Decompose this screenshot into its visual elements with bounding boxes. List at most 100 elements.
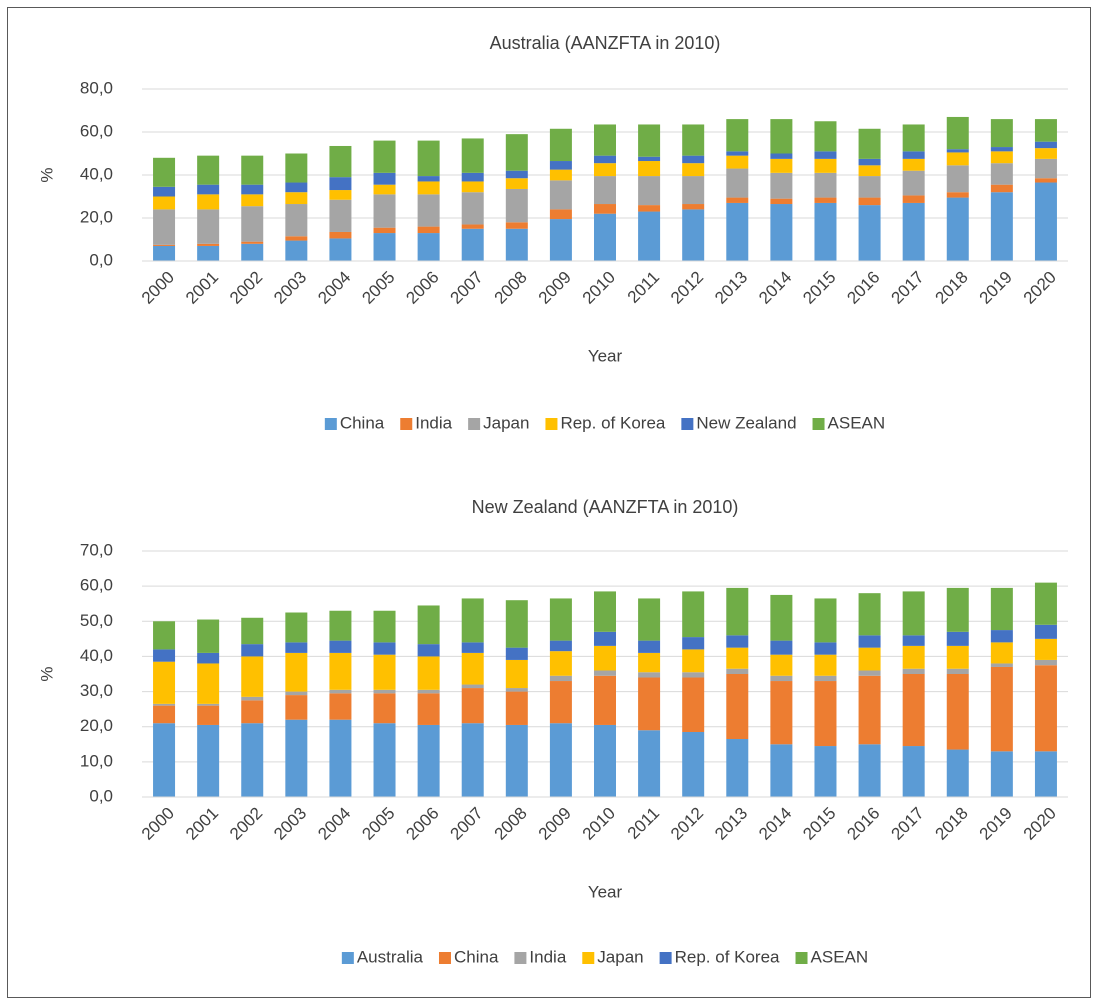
bar-segment: [241, 700, 264, 724]
bar-segment: [946, 197, 969, 261]
x-tick-label: 2005: [358, 804, 398, 844]
bar-segment: [373, 233, 396, 261]
bar-segment: [505, 228, 528, 261]
bar-segment: [726, 151, 749, 156]
x-tick-label: 2008: [491, 804, 531, 844]
bar-segment: [373, 227, 396, 234]
bar-segment: [946, 631, 969, 646]
bar-segment: [241, 656, 264, 697]
bar-segment: [814, 654, 837, 676]
bar-segment: [638, 211, 661, 261]
x-tick-label: 2009: [535, 804, 575, 844]
bar-segment: [858, 205, 881, 261]
bar-segment: [770, 675, 793, 682]
bar-segment: [285, 612, 308, 643]
legend-swatch: [659, 952, 672, 964]
bar-segment: [329, 689, 352, 694]
bar-segment: [814, 746, 837, 797]
bar-segment: [1034, 638, 1057, 660]
bar-segment: [549, 675, 572, 682]
bar-segment: [505, 188, 528, 223]
bar-segment: [285, 182, 308, 193]
bar-segment: [329, 719, 352, 797]
y-tick-label: 40,0: [80, 164, 113, 183]
legend-label: Rep. of Korea: [675, 947, 780, 966]
x-tick-label: 2011: [624, 268, 663, 307]
bar-segment: [594, 213, 616, 261]
x-tick-label: 2008: [491, 268, 531, 308]
x-tick-label: 2012: [667, 804, 707, 844]
bar-segment: [682, 672, 705, 678]
bar-segment: [726, 202, 749, 261]
x-tick-label: 2004: [314, 268, 354, 308]
legend-swatch: [545, 418, 558, 430]
bar-segment: [682, 731, 705, 797]
bar-segment: [241, 241, 264, 244]
bar-segment: [285, 719, 308, 797]
chart-title: Australia (AANZFTA in 2010): [490, 33, 721, 53]
bar-segment: [549, 128, 572, 162]
bar-segment: [285, 240, 308, 261]
bar-segment: [241, 206, 264, 242]
legend-swatch: [514, 952, 527, 964]
legend-label: China: [454, 947, 499, 966]
legend-swatch: [681, 418, 694, 430]
bar-segment: [682, 209, 705, 261]
x-tick-label: 2000: [138, 268, 178, 308]
bar-segment: [638, 124, 661, 157]
bar-segment: [461, 723, 484, 797]
bar-segment: [946, 645, 969, 669]
legend-label: India: [415, 413, 452, 432]
chart-title: New Zealand (AANZFTA in 2010): [472, 497, 739, 517]
bar-segment: [638, 598, 661, 641]
bar-segment: [770, 158, 793, 173]
x-tick-label: 2001: [182, 268, 222, 308]
frame: [7, 7, 1091, 998]
bar-segment: [417, 181, 440, 195]
bar-segment: [726, 739, 749, 797]
bar-segment: [814, 197, 837, 203]
bar-segment: [285, 695, 308, 720]
bar-segment: [902, 124, 925, 152]
bar-segment: [902, 151, 925, 159]
bar-segment: [814, 121, 837, 152]
x-axis-label: Year: [588, 346, 623, 365]
bar-segment: [770, 654, 793, 676]
bar-segment: [461, 138, 484, 173]
bar-segment: [682, 677, 705, 732]
bar-segment: [858, 176, 881, 198]
x-tick-label: 2003: [270, 268, 310, 308]
bar-segment: [594, 155, 616, 164]
bar-segment: [197, 705, 220, 725]
bar-segment: [682, 163, 705, 177]
bar-segment: [1034, 582, 1057, 625]
x-tick-label: 2013: [711, 268, 751, 308]
bar-segment: [990, 642, 1013, 664]
bar-segment: [461, 172, 484, 182]
legend-swatch: [795, 952, 808, 964]
bar-segment: [946, 152, 969, 166]
bar-segment: [461, 688, 484, 724]
bar-segment: [858, 593, 881, 636]
bar-segment: [946, 587, 969, 632]
bar-segment: [285, 204, 308, 237]
bar-segment: [638, 730, 661, 797]
x-tick-label: 2006: [402, 268, 442, 308]
bar-segment: [197, 209, 220, 244]
bar-segment: [946, 116, 969, 150]
y-tick-label: 0,0: [89, 250, 113, 269]
bar-segment: [417, 226, 440, 234]
bar-segment: [329, 177, 352, 191]
bar-segment: [682, 176, 705, 205]
bar-segment: [638, 640, 661, 653]
bar-segment: [153, 703, 176, 706]
bar-segment: [373, 140, 396, 173]
bar-segment: [417, 233, 440, 261]
legend-label: New Zealand: [696, 413, 796, 432]
legend: China India Japan Rep. of Korea New Zealand A…: [324, 413, 885, 432]
x-axis-label: Year: [588, 882, 623, 901]
bar-segment: [505, 170, 528, 179]
bar-segment: [153, 621, 176, 650]
bar-segment: [770, 204, 793, 261]
bar-segment: [285, 691, 308, 696]
